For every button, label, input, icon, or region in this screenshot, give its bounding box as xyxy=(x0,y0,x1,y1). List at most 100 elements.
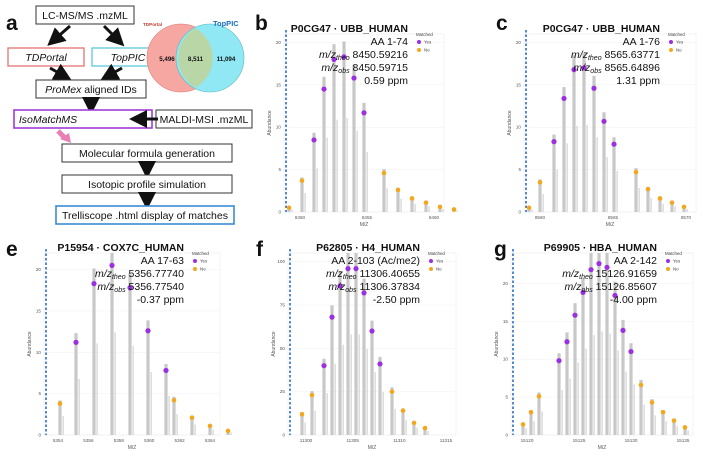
y-tick-label: 10 xyxy=(503,357,509,362)
peak-bar xyxy=(672,419,676,435)
x-tick-label: 5360 xyxy=(144,438,155,443)
point-matched xyxy=(361,290,367,296)
legend-yes-swatch xyxy=(429,259,433,263)
peak-bar xyxy=(362,278,366,435)
x-tick-label: 8450 xyxy=(295,215,306,220)
side-peak xyxy=(533,421,535,435)
peak-bar xyxy=(322,358,326,435)
point-not-matched xyxy=(389,389,395,394)
legend-yes-label: Yes xyxy=(200,259,208,264)
peak-bar xyxy=(330,305,334,435)
peak-bar xyxy=(300,177,304,212)
side-peak xyxy=(609,333,611,435)
point-not-matched xyxy=(437,204,443,210)
point-matched xyxy=(321,86,327,92)
point-not-matched xyxy=(660,409,666,415)
legend-no-swatch xyxy=(193,267,197,271)
flow-tdportal-box xyxy=(7,47,85,67)
point-matched xyxy=(331,56,337,63)
mz-subscript: theo xyxy=(588,55,602,62)
y-tick-label: 15 xyxy=(36,308,42,313)
theo-mz-line: m/ztheo 8450.59216 xyxy=(319,49,408,62)
peak-bar xyxy=(602,112,606,212)
side-peak xyxy=(132,345,134,435)
legend-no-label: No xyxy=(424,48,430,53)
point-matched xyxy=(591,85,597,91)
side-peak xyxy=(114,332,116,435)
mz-symbol: m/z xyxy=(95,268,113,280)
ppm-error: -4.00 ppm xyxy=(610,294,658,306)
peak-bar xyxy=(354,253,358,435)
point-matched xyxy=(628,348,634,355)
legend-yes-swatch xyxy=(666,259,670,263)
x-tick-label: 5354 xyxy=(53,438,64,443)
x-tick-label: 5356 xyxy=(83,438,94,443)
pink-arrow-head xyxy=(60,133,71,143)
peak-bar xyxy=(670,201,674,212)
panel-aa-range: AA 1-76 xyxy=(623,36,661,48)
theo-mz-line: m/ztheo 15126.91659 xyxy=(562,268,657,281)
panel-letter-a: a xyxy=(6,12,18,35)
obs-mz-line: m/zobs 8450.59715 xyxy=(321,62,408,75)
mz-theo-value: 8565.63771 xyxy=(602,49,661,61)
side-peak xyxy=(686,208,688,212)
side-peak xyxy=(665,421,667,435)
side-peak xyxy=(566,143,568,212)
peak-bar xyxy=(592,75,596,212)
peak-bar xyxy=(552,134,556,212)
point-matched xyxy=(580,289,586,296)
y-tick-label: 0 xyxy=(278,210,281,215)
mz-symbol: m/z xyxy=(565,281,583,293)
peak-bar xyxy=(423,427,427,435)
x-tick-label: 11315 xyxy=(440,438,453,443)
legend-yes-swatch xyxy=(669,40,673,44)
obs-mz-line: m/zobs 15126.85607 xyxy=(565,281,658,294)
point-matched xyxy=(596,261,602,267)
side-peak xyxy=(654,415,656,435)
side-peak xyxy=(585,348,587,435)
point-not-matched xyxy=(528,409,534,415)
theo-mz-line: m/ztheo 11306.40655 xyxy=(326,268,420,281)
flow-input-label: LC-MS/MS .mzML xyxy=(42,10,128,22)
side-peak xyxy=(586,124,588,212)
peak-bar xyxy=(412,421,416,435)
mz-symbol: m/z xyxy=(562,268,580,280)
side-peak xyxy=(366,349,368,435)
point-not-matched xyxy=(423,200,429,205)
flow-input-box xyxy=(35,5,135,25)
point-not-matched xyxy=(286,205,292,211)
peak-bar xyxy=(639,379,643,435)
peak-bar xyxy=(658,197,662,212)
point-not-matched xyxy=(395,187,401,193)
peak-bar xyxy=(538,179,542,212)
flow-tdportal-label: TDPortal xyxy=(25,52,67,64)
mz-symbol: m/z xyxy=(573,62,591,74)
point-not-matched xyxy=(633,169,639,175)
side-peak xyxy=(314,410,316,435)
side-peak xyxy=(617,350,619,435)
point-matched xyxy=(377,361,383,367)
x-axis-title: M/Z xyxy=(360,222,369,228)
mz-subscript: obs xyxy=(345,287,357,294)
point-not-matched xyxy=(57,401,63,406)
x-tick-label: 15125 xyxy=(573,438,586,443)
peak-bar xyxy=(613,281,617,435)
legend-title: Matched xyxy=(416,32,433,37)
point-not-matched xyxy=(189,415,195,420)
mz-theo-value: 11306.40655 xyxy=(357,268,421,280)
mz-symbol: m/z xyxy=(328,281,346,293)
y-tick-label: 0 xyxy=(38,433,41,438)
side-peak xyxy=(212,429,214,435)
side-peak xyxy=(194,424,196,435)
peak-bar xyxy=(164,364,168,435)
peak-bar xyxy=(661,409,665,435)
mz-theo-value: 15126.91659 xyxy=(593,268,657,280)
x-tick-label: 11310 xyxy=(393,438,406,443)
peak-bar xyxy=(634,168,638,212)
mz-symbol: m/z xyxy=(321,62,339,74)
panel-letter-e: e xyxy=(6,238,18,261)
side-peak xyxy=(687,430,689,435)
side-peak xyxy=(596,137,598,212)
x-tick-label: 5358 xyxy=(114,438,125,443)
side-peak xyxy=(394,408,396,435)
